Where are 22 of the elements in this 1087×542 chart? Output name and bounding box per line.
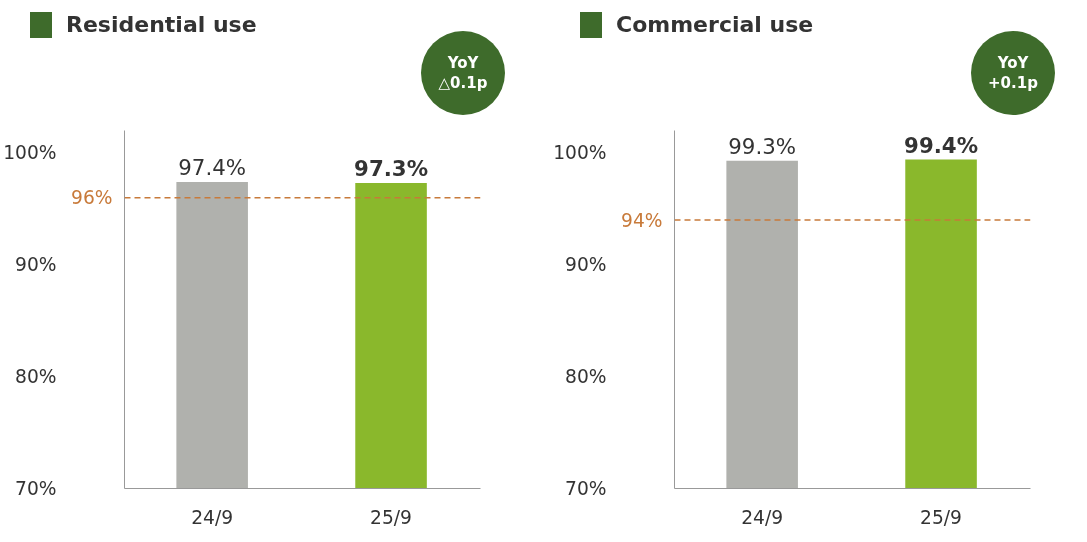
y-tick-label: 100% (3, 142, 57, 164)
ref-line-label: 96% (71, 187, 113, 209)
chart-title: Residential use (66, 11, 257, 39)
picture-callout: YoY +0.1p (971, 31, 1055, 115)
x-tick-label: 24/9 (191, 506, 234, 528)
ref-line-label: 94% (621, 209, 663, 231)
picture-callout: YoY △0.1p (421, 31, 505, 115)
y-tick-label: 80% (15, 366, 57, 388)
y-tick-label: 100% (553, 142, 607, 164)
x-tick-label: 25/9 (370, 506, 413, 528)
data-label: 97.4% (178, 154, 247, 180)
data-label: 97.3% (354, 156, 429, 182)
x-tick-label: 25/9 (920, 506, 963, 528)
y-tick-label: 70% (565, 478, 607, 499)
chart-title: Commercial use (616, 11, 814, 39)
y-tick-label: 70% (15, 478, 57, 499)
y-tick-label: 90% (565, 254, 607, 276)
data-label: 99.3% (728, 133, 797, 159)
data-label: 99.4% (904, 132, 979, 158)
y-tick-label: 90% (15, 254, 57, 276)
y-tick-label: 80% (565, 366, 607, 388)
x-tick-label: 24/9 (741, 506, 784, 528)
